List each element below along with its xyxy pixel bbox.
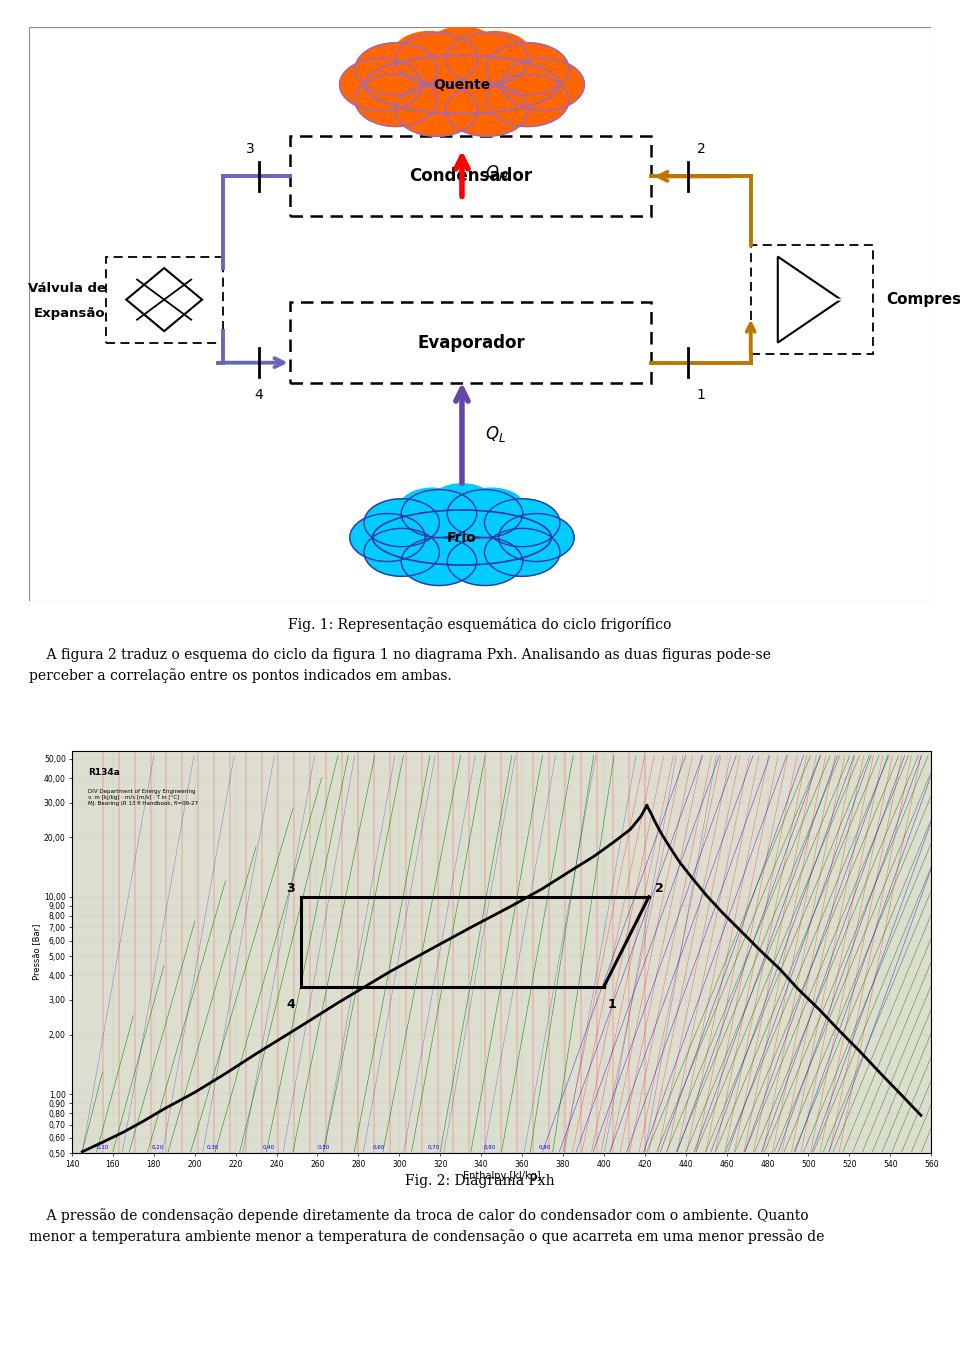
Text: 4: 4: [286, 998, 295, 1010]
Text: $Q_L$: $Q_L$: [485, 425, 505, 445]
Circle shape: [447, 538, 522, 586]
Circle shape: [445, 33, 528, 85]
Text: Fig. 2: Diagrama Pxh: Fig. 2: Diagrama Pxh: [405, 1174, 555, 1189]
Text: 0,70: 0,70: [428, 1145, 441, 1151]
Text: 2: 2: [655, 882, 663, 895]
Text: 0,40: 0,40: [262, 1145, 275, 1151]
Circle shape: [487, 74, 569, 127]
Text: 4: 4: [254, 389, 263, 403]
Circle shape: [458, 489, 526, 531]
Ellipse shape: [372, 511, 551, 565]
Text: A pressão de condensação depende diretamente da troca de calor do condensador co: A pressão de condensação depende diretam…: [29, 1208, 825, 1244]
Text: 1: 1: [608, 998, 616, 1010]
Polygon shape: [778, 257, 841, 343]
Text: 0,10: 0,10: [97, 1145, 108, 1151]
Circle shape: [364, 528, 440, 576]
Text: 0,60: 0,60: [372, 1145, 385, 1151]
Circle shape: [457, 31, 532, 79]
Text: 1: 1: [697, 389, 706, 403]
Text: Evaporador: Evaporador: [417, 333, 525, 352]
Text: 0,80: 0,80: [483, 1145, 495, 1151]
Circle shape: [396, 85, 478, 136]
Circle shape: [355, 74, 438, 127]
Circle shape: [401, 538, 477, 586]
Text: Expansão: Expansão: [34, 307, 106, 321]
Circle shape: [502, 59, 585, 111]
Text: 0,30: 0,30: [207, 1145, 219, 1151]
Ellipse shape: [365, 56, 560, 113]
FancyBboxPatch shape: [291, 136, 652, 217]
Circle shape: [393, 31, 467, 79]
Text: 0,50: 0,50: [318, 1145, 329, 1151]
Text: 0,20: 0,20: [152, 1145, 164, 1151]
Circle shape: [349, 513, 425, 561]
FancyBboxPatch shape: [29, 27, 931, 601]
Circle shape: [398, 489, 467, 531]
Text: A figura 2 traduz o esquema do ciclo da figura 1 no diagrama Pxh. Analisando as : A figura 2 traduz o esquema do ciclo da …: [29, 648, 771, 684]
Circle shape: [498, 513, 574, 561]
Circle shape: [364, 498, 440, 546]
Text: Frio: Frio: [447, 531, 477, 545]
Text: Fig. 1: Representação esquemática do ciclo frigorífico: Fig. 1: Representação esquemática do cic…: [288, 617, 672, 632]
Text: Condensador: Condensador: [409, 168, 533, 186]
Circle shape: [447, 490, 522, 538]
Y-axis label: Pressão [Bar]: Pressão [Bar]: [32, 924, 41, 980]
Text: $Q_H$: $Q_H$: [485, 164, 508, 183]
Text: Compressor: Compressor: [886, 292, 960, 307]
Circle shape: [485, 498, 560, 546]
Circle shape: [340, 59, 421, 111]
Circle shape: [425, 27, 499, 74]
Text: R134a: R134a: [88, 768, 120, 777]
Text: 0,90: 0,90: [539, 1145, 551, 1151]
Circle shape: [428, 483, 496, 527]
Text: Válvula de: Válvula de: [28, 281, 106, 295]
Text: 3: 3: [246, 142, 254, 157]
Circle shape: [445, 85, 528, 136]
Circle shape: [401, 490, 477, 538]
Text: Quente: Quente: [433, 78, 491, 91]
Circle shape: [485, 528, 560, 576]
Text: 3: 3: [286, 882, 295, 895]
Text: DIV Department of Energy Engineering
v. m [kJ/kg] · m/s [m/s] · T in [°C]
MJ. Be: DIV Department of Energy Engineering v. …: [88, 789, 199, 807]
Polygon shape: [127, 268, 202, 332]
Text: 2: 2: [697, 142, 706, 157]
Circle shape: [396, 33, 478, 85]
X-axis label: Enthalpy [kJ/kg]: Enthalpy [kJ/kg]: [463, 1171, 540, 1182]
Circle shape: [355, 42, 438, 96]
Circle shape: [487, 42, 569, 96]
FancyBboxPatch shape: [291, 303, 652, 382]
